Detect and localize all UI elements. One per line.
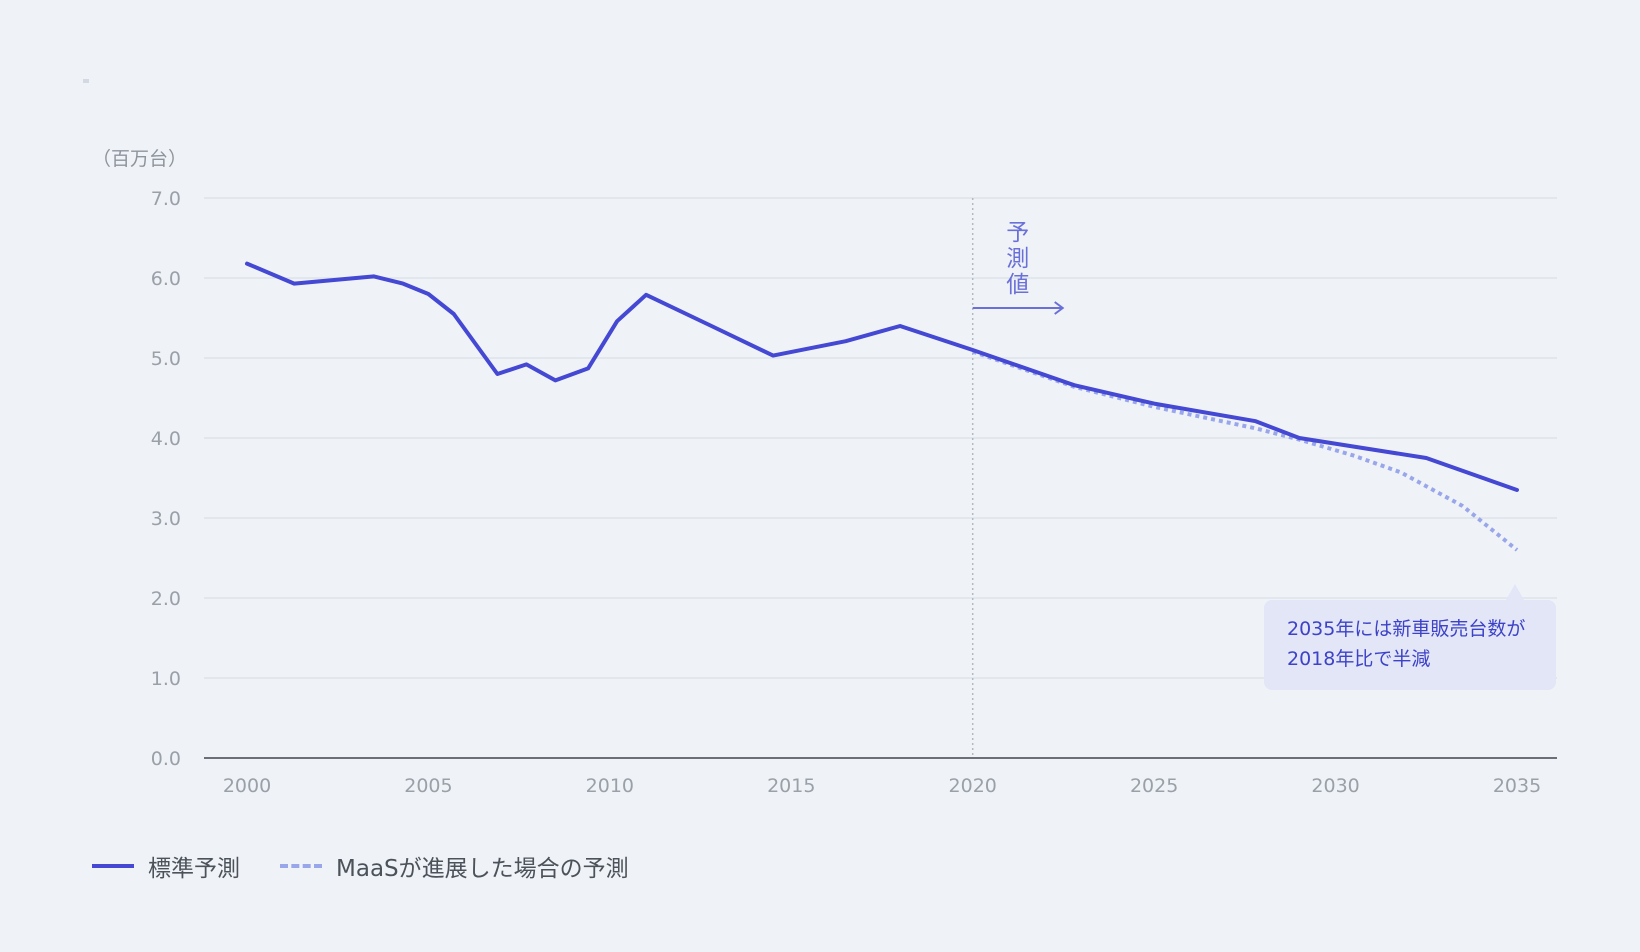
series-line-maas [972,349,1519,552]
x-tick-label-2010: 2010 [586,775,634,797]
y-axis-unit-label: （百万台） [92,148,188,170]
y-tick-label-6.0: 6.0 [151,268,181,290]
legend-item-standard: 標準予測 [92,849,240,883]
y-tick-label-1.0: 1.0 [151,668,181,690]
annotation-callout: 2035年には新車販売台数が 2018年比で半減 [1264,584,1556,690]
y-tick-label-2.0: 2.0 [151,588,181,610]
legend: 標準予測 MaaSが進展した場合の予測 [92,849,669,883]
forecast-arrow-head [1054,301,1065,315]
x-tick-label-2015: 2015 [767,775,815,797]
x-tick-label-2020: 2020 [949,775,997,797]
y-tick-label-4.0: 4.0 [151,428,181,450]
forecast-label-char: 値 [1006,272,1029,298]
x-tick-label-2035: 2035 [1493,775,1541,797]
forecast-label-char: 測 [1006,246,1029,272]
series-line-standard [245,261,1519,492]
x-tick-label-2025: 2025 [1130,775,1178,797]
y-tick-label-5.0: 5.0 [151,348,181,370]
legend-label-maas: MaaSが進展した場合の予測 [336,856,629,882]
callout-line-2: 2018年比で半減 [1287,648,1431,670]
y-tick-label-3.0: 3.0 [151,508,181,530]
forecast-label-char: 予 [1006,220,1029,246]
legend-label-standard: 標準予測 [148,856,240,882]
x-tick-label-2005: 2005 [404,775,452,797]
legend-item-maas: MaaSが進展した場合の予測 [280,849,629,883]
legend-swatch-dashed [280,864,322,868]
callout-line-1: 2035年には新車販売台数が [1287,618,1526,640]
y-tick-label-0.0: 0.0 [151,748,181,770]
y-tick-label-7.0: 7.0 [151,188,181,210]
x-tick-label-2000: 2000 [223,775,271,797]
corner-mark [83,79,89,83]
legend-swatch-solid [92,864,134,868]
x-tick-label-2030: 2030 [1311,775,1359,797]
